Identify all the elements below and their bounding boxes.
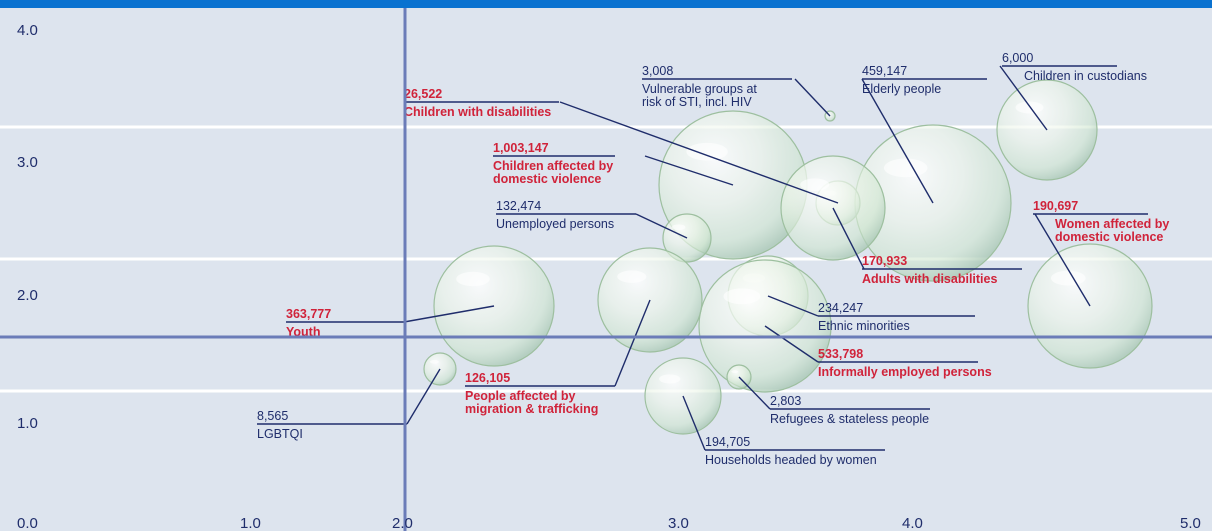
leader-line-9 [767, 295, 819, 317]
bubble-name-label: Ethnic minorities [818, 319, 910, 333]
bubble-labels: 6,000 Children in custodians 459,147 Elderl… [257, 51, 1169, 467]
bubble-value-label: 190,697 [1033, 199, 1078, 213]
leader-line-6 [1034, 213, 1091, 307]
leader-line-0 [999, 65, 1048, 131]
leader-line-10 [764, 325, 819, 363]
bubble-value-label: 194,705 [705, 435, 750, 449]
top-accent-bar [0, 0, 1212, 8]
bubble-name-label: Women affected by domestic violence [1055, 217, 1169, 244]
bubble-value-label: 459,147 [862, 64, 907, 78]
bubble-name-label: People affected by migration & traffickin… [465, 389, 598, 416]
x-tick-label: 0.0 [17, 515, 38, 531]
y-tick-label: 3.0 [17, 154, 38, 171]
bubble-highlight-12 [429, 359, 439, 364]
bubble-value-label: 6,000 [1002, 51, 1033, 65]
bubble-value-label: 234,247 [818, 301, 863, 315]
tick-labels: 0.0 1.0 2.0 3.0 4.0 5.0 1.0 2.0 3.0 4.0 [17, 22, 1201, 531]
bubble-highlight-0 [1015, 101, 1044, 114]
bubble-name-label: LGBTQI [257, 427, 303, 441]
bubble-name-label: Households headed by women [705, 453, 877, 467]
x-tick-label: 2.0 [392, 515, 413, 531]
bubble-highlight-14 [659, 374, 681, 384]
bubble-highlight-13 [731, 370, 739, 374]
leader-line-14 [682, 395, 706, 451]
leader-line-5 [832, 207, 865, 270]
bubble-name-label: Informally employed persons [818, 365, 992, 379]
leader-line-11 [614, 299, 651, 387]
x-tick-label: 1.0 [240, 515, 261, 531]
bubble-value-label: 26,522 [404, 87, 442, 101]
leader-line-13 [738, 376, 771, 410]
bubble-name-label: Children in custodians [1024, 69, 1147, 83]
y-tick-label: 4.0 [17, 22, 38, 39]
bubble-highlight-10 [723, 288, 761, 305]
bubble-value-label: 533,798 [818, 347, 863, 361]
bubble-value-label: 2,803 [770, 394, 801, 408]
bubble-value-label: 8,565 [257, 409, 288, 423]
leader-line-8 [403, 305, 495, 323]
bubble-highlight-1 [883, 158, 928, 178]
bubble-value-label: 3,008 [642, 64, 673, 78]
leader-line-2 [794, 78, 831, 117]
bubble-name-label: Adults with disabilities [862, 272, 997, 286]
bubble-highlight-11 [617, 270, 647, 283]
bubble-name-label: Children affected by domestic violence [493, 159, 613, 186]
y-tick-label: 1.0 [17, 415, 38, 432]
bubble-name-label: Unemployed persons [496, 217, 614, 231]
bubble-name-label: Elderly people [862, 82, 941, 96]
bubble-highlight-8 [456, 271, 490, 287]
x-tick-label: 3.0 [668, 515, 689, 531]
bubble-name-label: Vulnerable groups at risk of STI, incl. H… [642, 82, 757, 109]
bubble-value-label: 1,003,147 [493, 141, 549, 155]
bubble-highlight-5 [800, 178, 830, 191]
bubble-value-label: 132,474 [496, 199, 541, 213]
crosshair [0, 8, 1212, 531]
leader-line-7 [635, 213, 688, 239]
bubble-value-label: 126,105 [465, 371, 510, 385]
bubble-name-label: Children with disabilities [404, 105, 551, 119]
bubbles [423, 79, 1153, 435]
x-tick-label: 5.0 [1180, 515, 1201, 531]
bubble-highlight-4 [686, 142, 728, 161]
bubble-highlight-7 [671, 224, 686, 231]
bubble-name-label: Refugees & stateless people [770, 412, 929, 426]
x-tick-label: 4.0 [902, 515, 923, 531]
leader-lines [257, 65, 1148, 451]
y-tick-label: 2.0 [17, 287, 38, 304]
leader-line-3 [559, 101, 839, 204]
bubble-highlight-6 [1050, 270, 1086, 286]
bubble-value-label: 170,933 [862, 254, 907, 268]
bubble-value-label: 363,777 [286, 307, 331, 321]
leader-line-4 [644, 155, 734, 186]
leader-line-12 [406, 368, 441, 425]
leader-line-1 [861, 78, 934, 204]
